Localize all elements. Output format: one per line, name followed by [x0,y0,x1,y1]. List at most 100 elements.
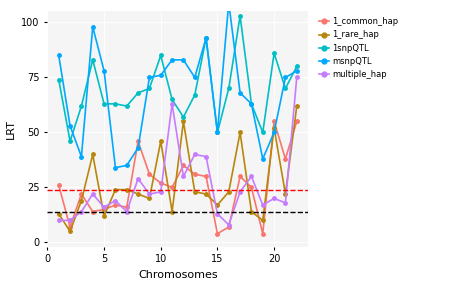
multiple_hap [158,190,164,193]
msnpQTL [135,146,141,150]
multiple_hap [237,190,243,193]
multiple_hap [169,102,175,106]
Line: 1snpQTL: 1snpQTL [57,14,299,143]
1_rare_hap [226,190,232,193]
1_common_hap [283,157,288,160]
msnpQTL [226,1,232,4]
1_rare_hap [260,219,265,222]
1snpQTL [56,78,62,82]
Line: 1_common_hap: 1_common_hap [57,120,299,235]
msnpQTL [203,36,209,40]
1snpQTL [237,14,243,18]
1snpQTL [248,102,254,106]
1_common_hap [226,225,232,229]
X-axis label: Chromosomes: Chromosomes [138,270,218,280]
1_rare_hap [203,192,209,196]
multiple_hap [294,76,300,79]
1_common_hap [146,172,152,176]
1snpQTL [158,54,164,57]
Line: msnpQTL: msnpQTL [57,1,299,169]
Y-axis label: LRT: LRT [6,119,16,139]
msnpQTL [56,54,62,57]
1_rare_hap [135,192,141,196]
1_rare_hap [90,153,96,156]
msnpQTL [215,131,220,134]
msnpQTL [146,76,152,79]
1_common_hap [181,164,186,167]
1snpQTL [90,58,96,62]
msnpQTL [283,76,288,79]
multiple_hap [90,192,96,196]
1_rare_hap [101,214,107,218]
1_rare_hap [56,212,62,216]
1snpQTL [215,131,220,134]
multiple_hap [226,223,232,226]
msnpQTL [90,25,96,29]
multiple_hap [124,210,129,213]
Line: 1_rare_hap: 1_rare_hap [57,104,299,233]
msnpQTL [260,157,265,160]
Line: multiple_hap: multiple_hap [57,76,299,226]
1snpQTL [203,36,209,40]
1snpQTL [101,102,107,106]
1_common_hap [158,181,164,185]
multiple_hap [56,219,62,222]
1_rare_hap [248,210,254,213]
1_rare_hap [158,139,164,143]
1_rare_hap [192,190,198,193]
1_common_hap [271,120,277,123]
1_common_hap [56,183,62,187]
1_common_hap [215,232,220,235]
1snpQTL [294,65,300,68]
1snpQTL [283,87,288,90]
multiple_hap [135,177,141,180]
msnpQTL [101,69,107,73]
1_rare_hap [112,188,118,191]
1snpQTL [271,52,277,55]
msnpQTL [294,69,300,73]
msnpQTL [124,164,129,167]
1_rare_hap [215,203,220,207]
1snpQTL [181,115,186,119]
1snpQTL [112,102,118,106]
1_common_hap [248,186,254,189]
multiple_hap [112,199,118,202]
1_rare_hap [67,230,73,233]
multiple_hap [283,201,288,205]
1_rare_hap [237,131,243,134]
Legend: 1_common_hap, 1_rare_hap, 1snpQTL, msnpQTL, multiple_hap: 1_common_hap, 1_rare_hap, 1snpQTL, msnpQ… [318,16,400,81]
msnpQTL [112,166,118,169]
1snpQTL [67,139,73,143]
1snpQTL [124,104,129,108]
1_common_hap [260,232,265,235]
multiple_hap [101,205,107,209]
1_common_hap [135,139,141,143]
multiple_hap [248,175,254,178]
1_rare_hap [294,104,300,108]
msnpQTL [192,76,198,79]
1_common_hap [101,208,107,211]
msnpQTL [271,131,277,134]
1snpQTL [192,93,198,97]
1_rare_hap [181,120,186,123]
multiple_hap [260,203,265,207]
msnpQTL [237,91,243,95]
1snpQTL [226,87,232,90]
multiple_hap [67,219,73,222]
multiple_hap [146,192,152,196]
1_common_hap [67,225,73,229]
multiple_hap [192,153,198,156]
1_common_hap [90,210,96,213]
1_rare_hap [79,199,84,202]
1_common_hap [124,205,129,209]
1_common_hap [237,175,243,178]
1_rare_hap [124,188,129,191]
1_common_hap [79,192,84,196]
1_rare_hap [146,197,152,200]
1_rare_hap [271,126,277,130]
multiple_hap [215,212,220,216]
1snpQTL [169,98,175,101]
msnpQTL [79,155,84,158]
1snpQTL [260,131,265,134]
1snpQTL [135,91,141,95]
